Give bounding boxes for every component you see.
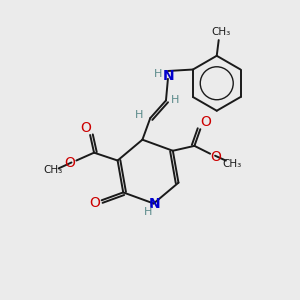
Text: N: N bbox=[163, 69, 175, 83]
Text: H: H bbox=[135, 110, 144, 120]
Text: H: H bbox=[171, 95, 179, 105]
Text: H: H bbox=[144, 207, 152, 217]
Text: O: O bbox=[80, 121, 91, 135]
Text: H: H bbox=[154, 69, 162, 79]
Text: CH₃: CH₃ bbox=[222, 158, 242, 169]
Text: CH₃: CH₃ bbox=[211, 27, 230, 37]
Text: O: O bbox=[211, 150, 221, 164]
Text: N: N bbox=[149, 197, 161, 212]
Text: O: O bbox=[64, 157, 75, 170]
Text: O: O bbox=[200, 115, 211, 129]
Text: CH₃: CH₃ bbox=[43, 165, 62, 175]
Text: O: O bbox=[89, 196, 100, 210]
